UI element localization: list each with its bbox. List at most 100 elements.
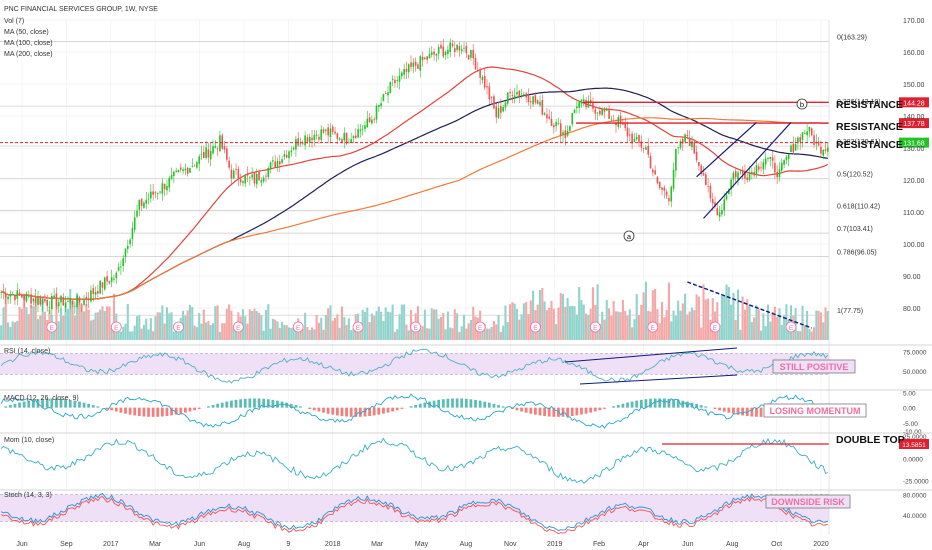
price-tag-label: 144.28 <box>903 100 925 107</box>
earnings-label: E <box>236 325 241 332</box>
candle-body <box>488 86 491 100</box>
candle-body <box>285 154 288 158</box>
rsi-line <box>0 348 829 384</box>
candle-body <box>479 70 481 78</box>
volume-bar <box>306 327 309 340</box>
mom-tick-label: 25.0000 <box>903 434 927 441</box>
mom-value-tag-label: 13.5851 <box>902 442 926 449</box>
macd-histogram-bar <box>128 407 132 415</box>
candle-body <box>594 109 597 114</box>
rsi-upper-trend <box>564 347 738 363</box>
volume-bar <box>159 312 162 340</box>
x-tick-label: Aug <box>238 541 251 548</box>
earnings-marker <box>232 321 244 333</box>
volume-bar <box>25 307 28 340</box>
candle-body <box>495 106 498 118</box>
macd-histogram-bar <box>73 400 77 408</box>
candle-body <box>619 115 622 124</box>
candle-body <box>536 100 539 104</box>
macd-histogram-bar <box>455 398 459 408</box>
volume-bar <box>640 304 643 340</box>
candle-body <box>787 154 790 159</box>
volume-bar <box>601 311 604 340</box>
fib-label: 0.5(120.52) <box>837 171 873 178</box>
macd-histogram-bar <box>515 407 519 411</box>
candle-body <box>216 148 219 150</box>
macd-histogram-bar <box>570 407 574 417</box>
candle-body <box>99 280 101 294</box>
candle-body <box>635 136 638 140</box>
volume-bar <box>145 318 148 340</box>
volume-bar <box>614 311 618 340</box>
candle-body <box>304 135 306 146</box>
macd-histogram-bar <box>50 398 54 408</box>
candle-body <box>375 105 378 120</box>
macd-histogram-bar <box>487 402 491 408</box>
candle-body <box>578 102 580 108</box>
price-tick-label: 110.00 <box>903 210 924 217</box>
candle-body <box>806 131 808 136</box>
earnings-marker <box>529 321 541 333</box>
macd-histogram-bar <box>216 403 219 408</box>
candle-body <box>401 72 403 77</box>
macd-histogram-bar <box>156 407 160 417</box>
macd-histogram-bar <box>732 407 735 414</box>
macd-histogram-bar <box>529 407 533 414</box>
macd-tick-label: 0.00 <box>903 406 916 413</box>
candle-body <box>532 96 534 105</box>
volume-bar <box>619 312 622 340</box>
volume-bar <box>681 303 684 340</box>
macd-histogram-bar <box>400 407 404 409</box>
volume-bar <box>294 324 297 340</box>
price-tick-label: 130.00 <box>903 146 925 153</box>
earnings-marker <box>110 321 122 333</box>
volume-bar <box>94 312 97 340</box>
volume-bar <box>62 315 65 340</box>
candle-body <box>364 125 366 130</box>
resistance-label-2: RESISTANCE <box>836 121 903 133</box>
volume-bar <box>704 299 707 340</box>
candle-body <box>477 69 479 71</box>
candle-body <box>274 161 276 168</box>
candle-body <box>596 112 599 114</box>
volume-bar <box>446 311 449 340</box>
macd-histogram-bar <box>722 407 726 412</box>
volume-bar <box>18 306 21 340</box>
volume-bar <box>36 319 40 340</box>
candle-body <box>133 217 136 230</box>
candle-body <box>265 175 267 177</box>
candle-body <box>113 278 115 280</box>
volume-bar <box>345 325 348 340</box>
macd-histogram-bar <box>695 403 698 408</box>
candle-body <box>587 100 590 108</box>
volume-bar <box>456 313 459 340</box>
candle-body <box>69 299 72 303</box>
candle-body <box>11 294 14 296</box>
mom-line <box>0 437 828 484</box>
volume-bar <box>324 315 327 340</box>
volume-bar <box>198 313 201 340</box>
candle-body <box>281 159 283 163</box>
candle-body <box>198 156 200 164</box>
candle-body <box>276 160 279 168</box>
volume-bar <box>449 327 452 340</box>
candle-body <box>152 191 154 195</box>
volume-bar <box>550 300 553 340</box>
candle-body <box>103 277 106 290</box>
candle-body <box>318 136 320 140</box>
volume-bar <box>106 306 109 340</box>
macd-histogram-bar <box>755 407 758 417</box>
candle-body <box>150 191 152 199</box>
volume-bar <box>317 322 320 340</box>
candle-body <box>382 94 385 102</box>
candle-body <box>569 125 571 131</box>
candle-body <box>638 134 640 143</box>
candle-body <box>737 172 739 180</box>
macd-histogram-bar <box>534 407 537 415</box>
volume-bar <box>39 315 42 340</box>
candle-body <box>4 293 7 298</box>
volume-bar <box>368 322 371 340</box>
macd-histogram-bar <box>649 398 652 408</box>
volume-bar <box>637 315 641 340</box>
